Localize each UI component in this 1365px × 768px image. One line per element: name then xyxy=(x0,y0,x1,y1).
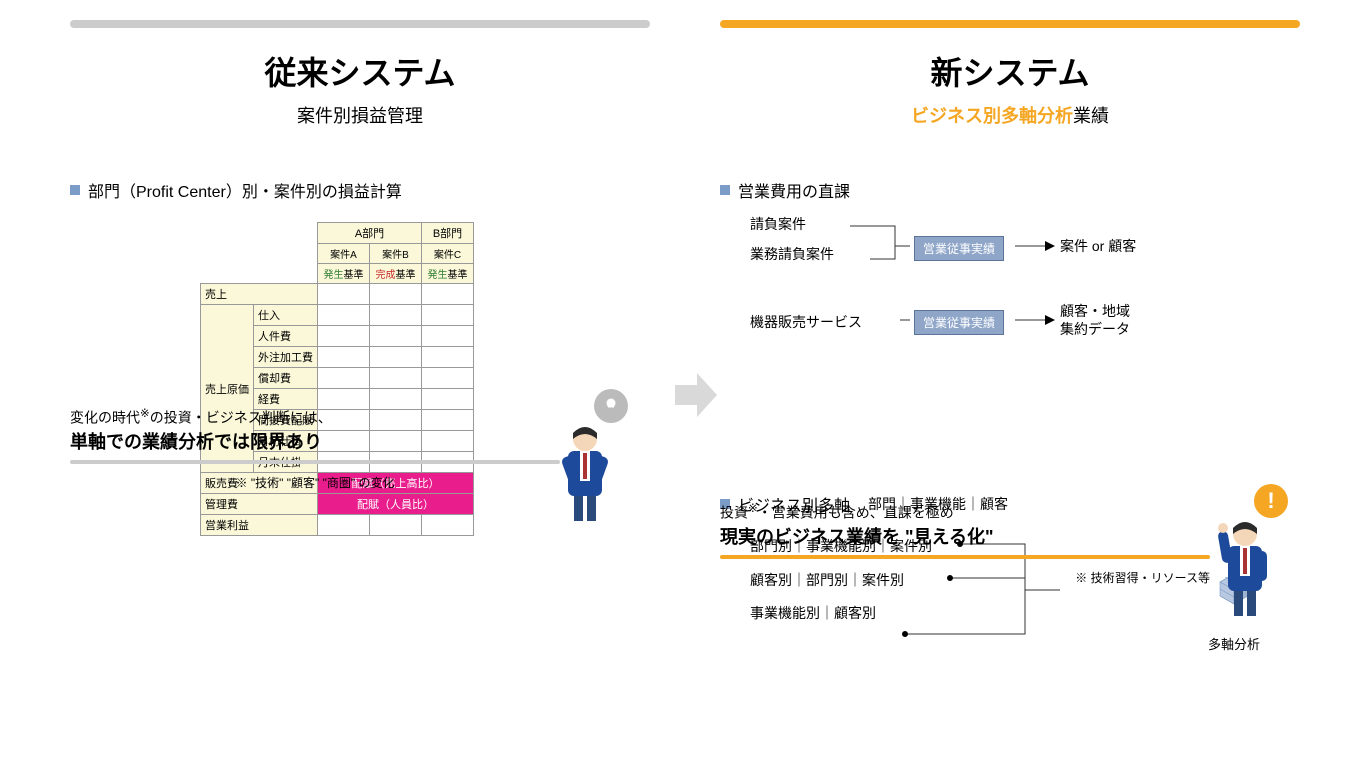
transition-arrow-icon xyxy=(670,370,720,420)
new-topbar xyxy=(720,20,1300,28)
cube-label: 多軸分析 xyxy=(1208,629,1260,660)
sales-activity-badge: 営業従事実績 xyxy=(914,236,1004,261)
confused-person-icon xyxy=(550,421,620,526)
new-footer-line1: 投資※・営業費用も含め、直課を極め xyxy=(720,501,1210,523)
flow-l1: 請負案件 xyxy=(750,214,1300,234)
flow-r2: 顧客・地域集約データ xyxy=(1060,302,1130,338)
basis-b: 完成基準 xyxy=(370,264,422,284)
legacy-footer-line2: 単軸での業績分析では限界あり xyxy=(70,428,560,454)
basis-c: 発生基準 xyxy=(422,264,474,284)
new-footer: 投資※・営業費用も含め、直課を極め 現実のビジネス業績を "見える化" ※ 技術… xyxy=(720,501,1210,586)
sales-activity-badge-2: 営業従事実績 xyxy=(914,310,1004,335)
dept-a-header: A部門 xyxy=(318,223,422,244)
flow-diagram: 請負案件 業務請負案件 営業従事実績 案件 or 顧客 機器販売サービス 営業従… xyxy=(750,214,1300,332)
legacy-subtitle: 案件別損益管理 xyxy=(70,102,650,128)
alloc-head: 配賦（人員比） xyxy=(318,494,474,515)
flow-l2: 業務請負案件 xyxy=(750,244,1300,264)
legacy-panel: 従来システム 案件別損益管理 部門（Profit Center）別・案件別の損益… xyxy=(70,20,650,536)
new-bullet-1: 営業費用の直課 xyxy=(720,178,1300,202)
legacy-underline xyxy=(70,460,560,464)
new-subtitle: ビジネス別多軸分析業績 xyxy=(720,102,1300,128)
new-title: 新システム xyxy=(720,48,1300,94)
row-sales: 売上 xyxy=(201,284,318,305)
legacy-bullet-line: 部門（Profit Center）別・案件別の損益計算 xyxy=(70,178,650,202)
row-admin: 管理費 xyxy=(201,494,318,515)
legacy-title: 従来システム xyxy=(70,48,650,94)
thought-bubble-icon xyxy=(594,389,628,423)
new-footer-line2: 現実のビジネス業績を "見える化" xyxy=(720,523,1210,549)
row-opinc: 営業利益 xyxy=(201,515,318,536)
legacy-topbar xyxy=(70,20,650,28)
new-underline xyxy=(720,555,1210,559)
new-bullet1-text: 営業費用の直課 xyxy=(738,178,850,202)
legacy-note: ※ "技術" "顧客" "商圏" の変化 xyxy=(70,474,560,491)
legacy-footer-line1: 変化の時代※の投資・ビジネス判断には、 xyxy=(70,406,560,428)
idea-person-icon: ! xyxy=(1210,516,1280,621)
bullet-icon xyxy=(720,185,730,195)
bullet-icon xyxy=(70,185,80,195)
dept-b-header: B部門 xyxy=(422,223,474,244)
legacy-footer: 変化の時代※の投資・ビジネス判断には、 単軸での業績分析では限界あり ※ "技術… xyxy=(70,406,560,491)
new-panel: 新システム ビジネス別多軸分析業績 営業費用の直課 請負案件 業務請負案件 営業… xyxy=(720,20,1300,631)
new-note: ※ 技術習得・リソース等 xyxy=(720,569,1210,586)
proj-c: 案件C xyxy=(422,244,474,264)
basis-a: 発生基準 xyxy=(318,264,370,284)
proj-b: 案件B xyxy=(370,244,422,264)
flow-l3: 機器販売サービス xyxy=(750,312,1300,332)
proj-a: 案件A xyxy=(318,244,370,264)
idea-bubble-icon: ! xyxy=(1254,484,1288,518)
flow-r1: 案件 or 顧客 xyxy=(1060,236,1136,256)
legacy-bullet-text: 部門（Profit Center）別・案件別の損益計算 xyxy=(88,178,402,202)
